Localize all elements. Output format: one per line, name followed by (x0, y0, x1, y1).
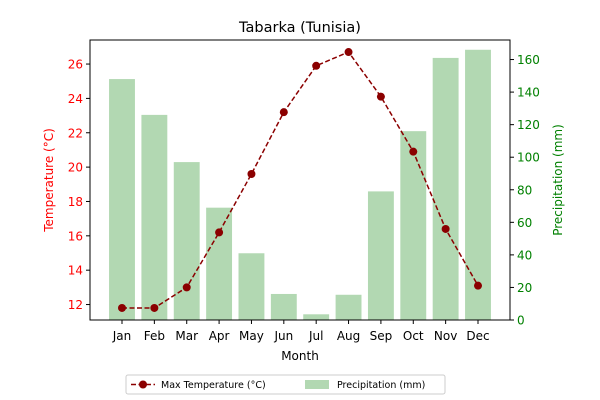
x-tick-label-jun: Jun (273, 329, 293, 343)
temperature-point-sep (376, 92, 385, 101)
left-tick-label: 16 (68, 229, 83, 243)
temperature-point-mar (182, 283, 191, 292)
right-tick-label: 80 (517, 183, 532, 197)
x-tick-label-nov: Nov (434, 329, 457, 343)
temperature-series-line (122, 51, 479, 309)
temperature-point-apr (215, 228, 224, 237)
x-tick-label-aug: Aug (337, 329, 360, 343)
precipitation-bars (109, 49, 491, 321)
right-tick-label: 120 (517, 118, 540, 132)
left-tick-label: 26 (68, 58, 83, 72)
precipitation-bar-jul (303, 314, 330, 320)
left-tick-label: 22 (68, 126, 83, 140)
x-tick-label-jul: Jul (308, 329, 323, 343)
x-tick-label-feb: Feb (144, 329, 165, 343)
x-axis-label: Month (281, 349, 319, 363)
left-tick-label: 12 (68, 298, 83, 312)
legend-bar-swatch (305, 380, 329, 389)
legend-marker-swatch (139, 380, 147, 389)
temperature-line (118, 48, 482, 312)
temperature-axis: 12 14 16 18 20 22 24 26 (68, 58, 90, 312)
left-tick-label: 18 (68, 195, 83, 209)
temperature-point-may (247, 169, 256, 178)
x-tick-label-oct: Oct (403, 329, 424, 343)
legend-frame (125, 374, 446, 395)
right-tick-label: 60 (517, 216, 532, 230)
precipitation-bar-dec (465, 49, 491, 320)
x-tick-label-dec: Dec (466, 329, 489, 343)
left-tick-label: 24 (68, 92, 83, 106)
left-tick-label: 20 (68, 161, 83, 175)
chart-title: Tabarka (Tunisia) (238, 20, 361, 36)
precipitation-bar-mar (173, 162, 200, 320)
x-tick-label-apr: Apr (209, 329, 230, 343)
precipitation-bar-sep (367, 191, 394, 320)
precipitation-axis: 0 20 40 60 80 100 120 140 160 (510, 53, 540, 328)
month-axis: Jan Feb Mar Apr May Jun Jul Aug Sep Oct Nov Dec (112, 320, 490, 343)
x-tick-label-sep: Sep (370, 329, 393, 343)
precipitation-bar-feb (141, 114, 168, 320)
right-tick-label: 20 (517, 281, 532, 295)
temperature-point-jul (312, 61, 321, 70)
right-axis-label: Precipitation (mm) (551, 124, 565, 236)
temperature-point-feb (150, 303, 159, 312)
temperature-point-jan (118, 303, 126, 312)
x-tick-label-may: May (239, 329, 264, 343)
precipitation-bar-nov (432, 57, 459, 320)
temperature-point-dec (474, 281, 482, 290)
precipitation-bar-jan (109, 79, 135, 321)
legend-label-temperature: Max Temperature (°C) (161, 380, 266, 391)
right-tick-label: 40 (517, 248, 532, 262)
precipitation-bar-aug (335, 294, 362, 320)
temperature-point-nov (441, 224, 450, 233)
precipitation-bar-apr (206, 207, 233, 320)
precipitation-bar-jun (270, 293, 297, 320)
legend: Max Temperature (°C) Precipitation (mm) (125, 374, 446, 395)
x-tick-label-jan: Jan (112, 329, 132, 343)
precipitation-bar-oct (400, 131, 427, 320)
plot-frame (89, 39, 511, 321)
right-tick-label: 0 (517, 314, 525, 328)
temperature-point-oct (409, 147, 418, 156)
x-tick-label-mar: Mar (175, 329, 198, 343)
precipitation-bar-may (238, 253, 265, 320)
right-tick-label: 100 (517, 151, 540, 165)
left-tick-label: 14 (68, 264, 83, 278)
right-tick-label: 160 (517, 53, 540, 67)
legend-label-precipitation: Precipitation (mm) (337, 380, 425, 391)
temperature-point-jun (279, 108, 288, 117)
left-axis-label: Temperature (°C) (42, 128, 56, 233)
right-tick-label: 140 (517, 86, 540, 100)
temperature-point-aug (344, 48, 353, 57)
